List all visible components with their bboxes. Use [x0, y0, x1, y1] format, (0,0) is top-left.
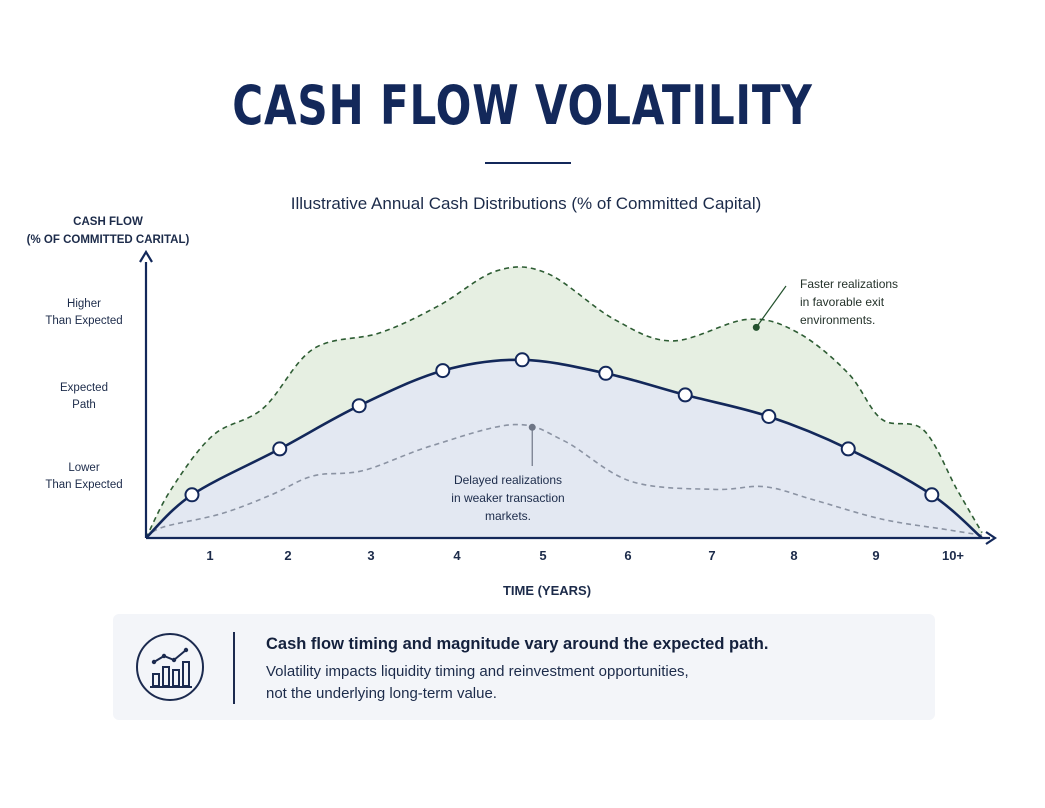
annotation-line: in favorable exit [800, 295, 885, 309]
title-underline [485, 162, 571, 164]
y-level-expected: Expected Path [28, 380, 140, 414]
x-tick-label: 1 [206, 548, 213, 563]
panel-body: Volatility impacts liquidity timing and … [266, 661, 906, 705]
panel-body-line: Volatility impacts liquidity timing and … [266, 663, 689, 680]
y-level-label: Expected [60, 382, 108, 394]
annotation-line: Delayed realizations [453, 473, 563, 487]
x-tick-label: 7 [708, 548, 715, 563]
upper-bound-line [145, 266, 983, 539]
expected-path-point [435, 363, 451, 379]
annotation-line: in weaker transaction [451, 491, 565, 505]
y-axis-title-line: CASH FLOW [73, 216, 143, 228]
expected-path-point [598, 365, 614, 381]
expected-path-point [184, 487, 200, 503]
x-tick-label: 8 [790, 548, 797, 563]
expected-path-point [351, 398, 367, 414]
expected-range-band [146, 359, 982, 538]
annotation-line: environments. [800, 313, 876, 327]
y-level-lower: Lower Than Expected [28, 460, 140, 494]
panel-divider [233, 632, 235, 704]
x-axis-arrow [985, 531, 997, 545]
lower-bound-line [145, 423, 983, 539]
y-level-label: Than Expected [45, 315, 123, 327]
y-axis-title: CASH FLOW (% OF COMMITTED CARITAL) [20, 213, 196, 249]
x-tick-label: 6 [624, 548, 631, 563]
summary-panel: Cash flow timing and magnitude vary arou… [113, 614, 935, 720]
x-axis-title: TIME (YEARS) [502, 583, 592, 598]
annotation-line: Faster realizations [800, 277, 899, 291]
expected-path-point [924, 487, 940, 503]
annotation-marker [528, 423, 536, 431]
chart-title: Illustrative Annual Cash Distributions (… [290, 194, 762, 213]
x-tick-label: 2 [284, 548, 291, 563]
y-axis-arrow [139, 249, 153, 263]
annotation-marker [752, 323, 760, 331]
x-tick-label: 5 [539, 548, 546, 563]
x-tick-label: 4 [453, 548, 461, 563]
x-tick-label: 3 [367, 548, 374, 563]
expected-path-point [840, 441, 856, 457]
y-level-label: Path [72, 399, 96, 411]
expected-path-point [272, 441, 288, 457]
panel-body-line: not the underlying long-term value. [266, 685, 497, 702]
annotation-delayed-realizations: Delayed realizations in weaker transacti… [438, 471, 578, 525]
expected-path-point [761, 409, 777, 424]
x-tick-label: 10+ [942, 548, 964, 563]
growth-chart-icon [136, 633, 204, 701]
annotation-line: markets. [484, 509, 531, 523]
x-tick-label: 9 [872, 548, 879, 563]
panel-heading: Cash flow timing and magnitude vary arou… [266, 635, 769, 653]
expected-path-point [677, 387, 693, 403]
expected-path-point [514, 352, 530, 368]
y-axis-title-line: (% OF COMMITTED CARITAL) [26, 234, 190, 246]
y-level-label: Higher [67, 298, 101, 310]
y-level-higher: Higher Than Expected [28, 296, 140, 330]
annotation-leader-line [755, 285, 787, 328]
annotation-faster-realizations: Faster realizations in favorable exit en… [800, 275, 960, 329]
y-level-label: Than Expected [45, 479, 123, 491]
y-level-label: Lower [68, 462, 100, 474]
page-title: CASH FLOW VOLATILITY [232, 74, 813, 137]
